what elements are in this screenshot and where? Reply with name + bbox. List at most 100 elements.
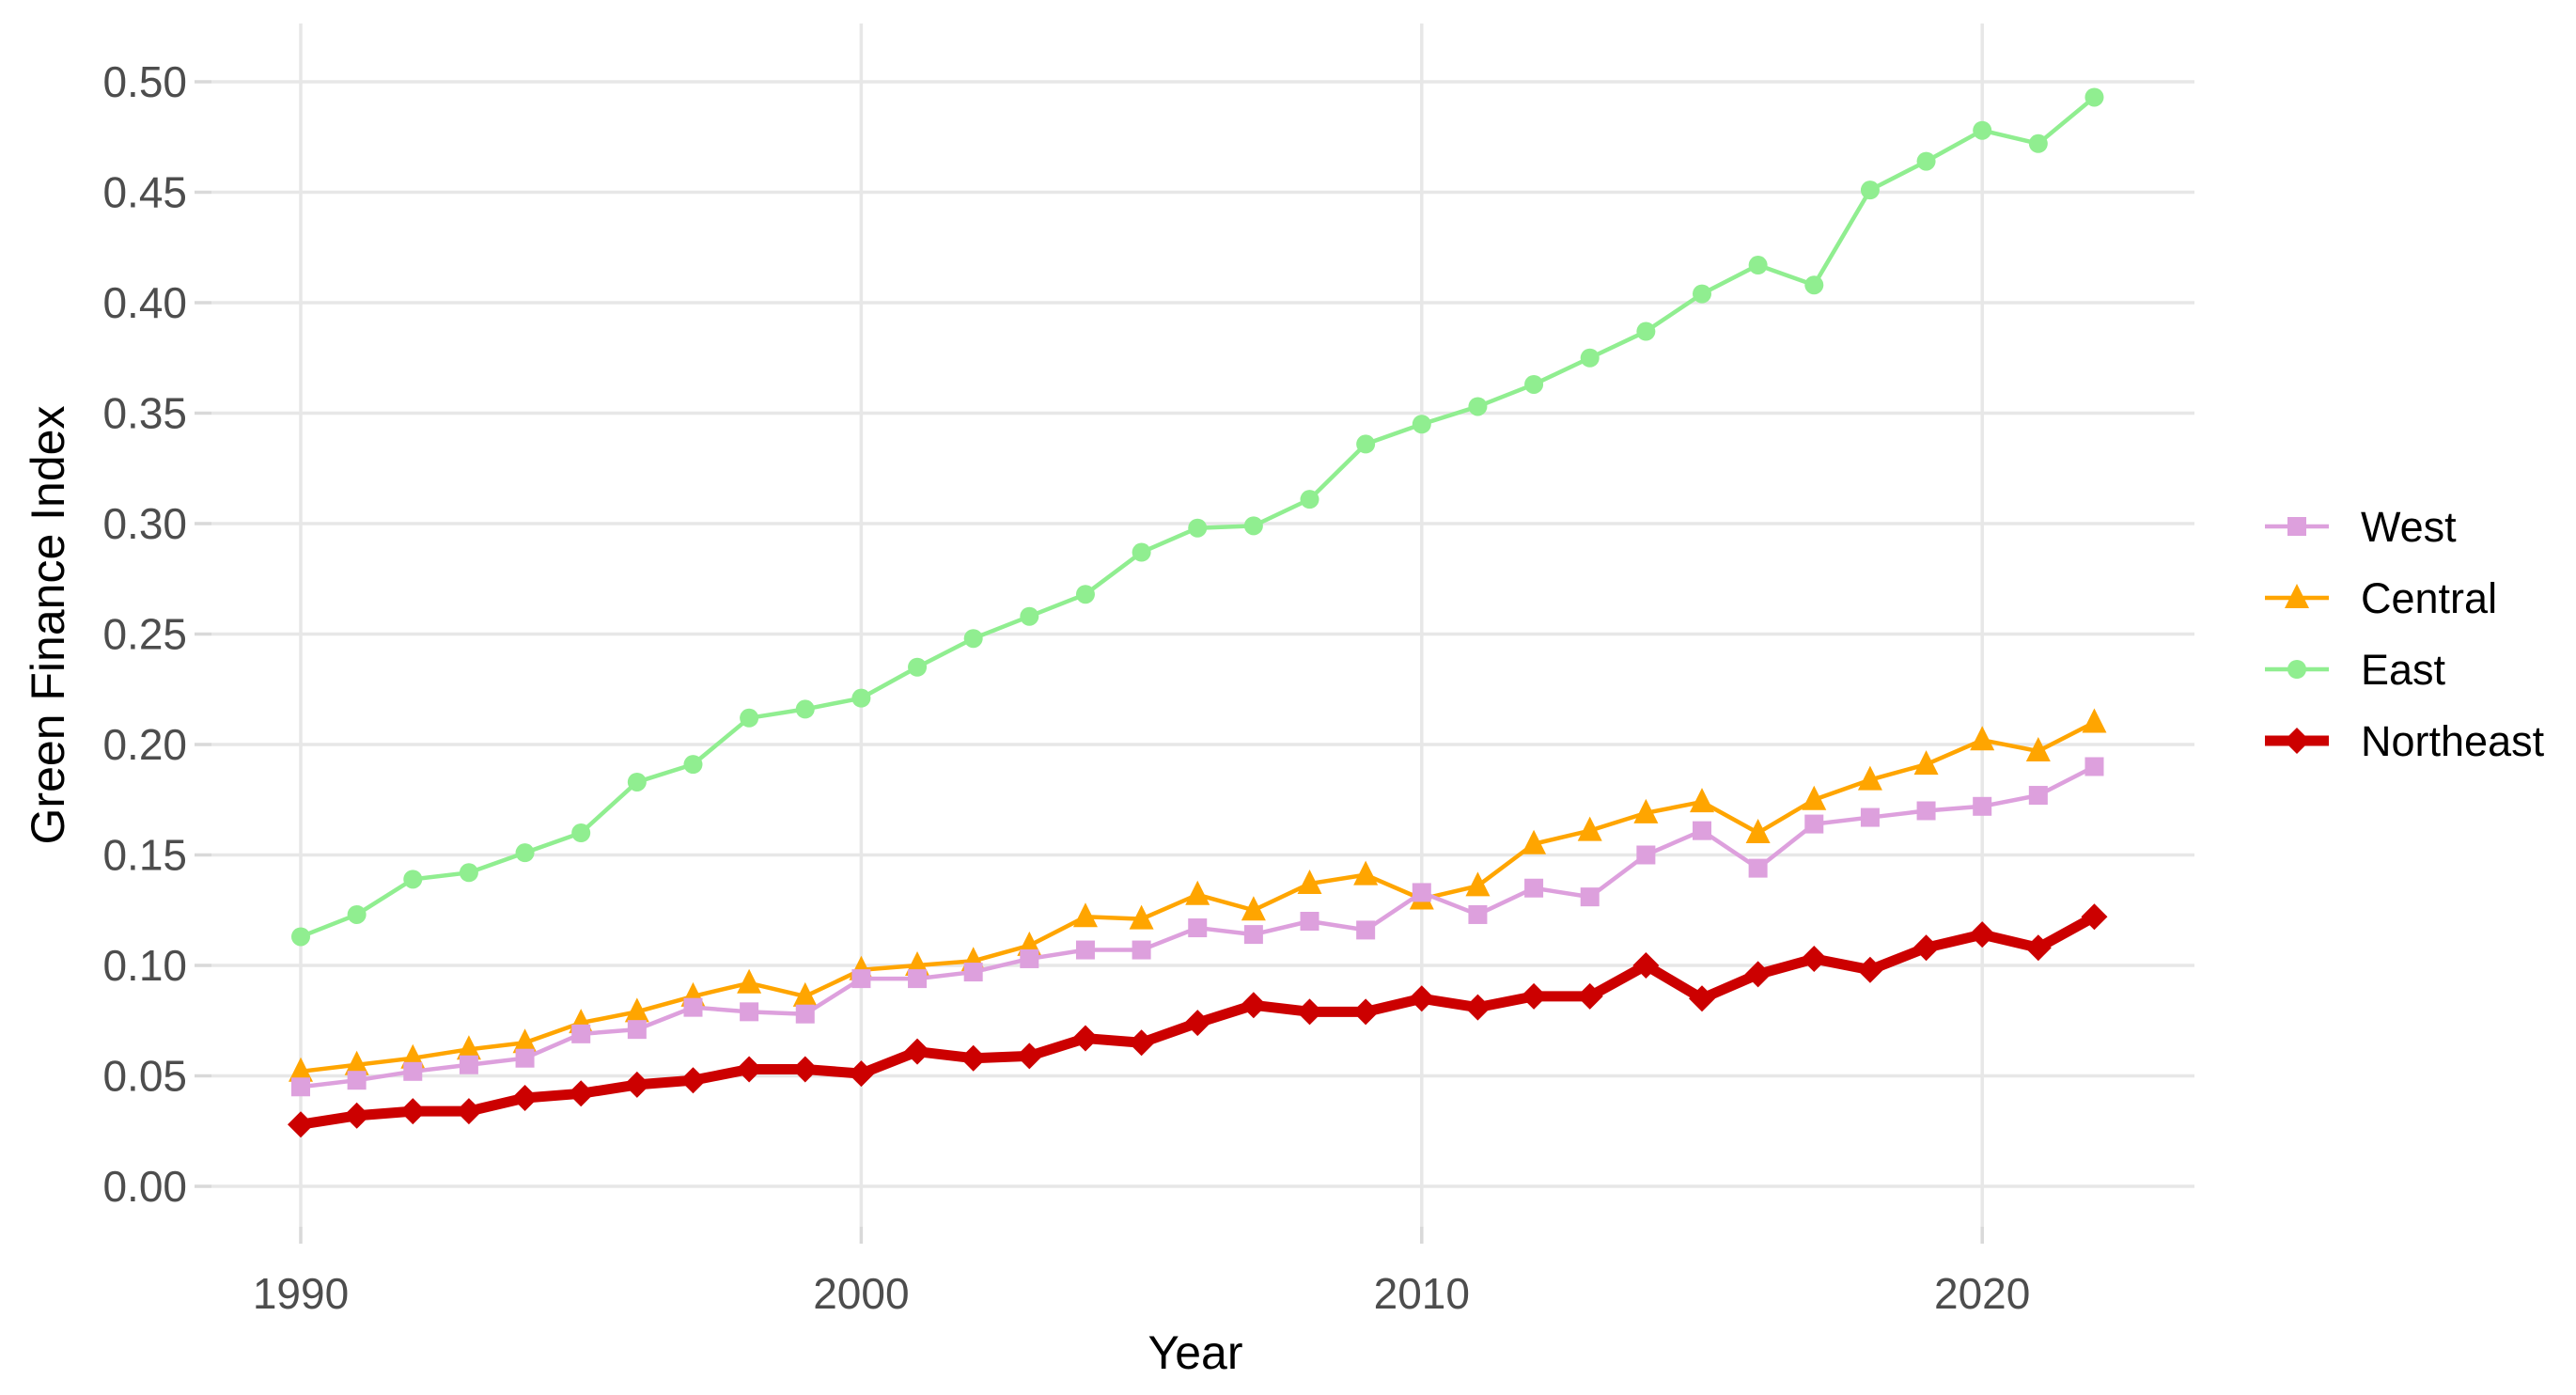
northeast-marker bbox=[1016, 1042, 1043, 1070]
west-legend-marker-icon bbox=[2287, 517, 2306, 536]
west-marker bbox=[1973, 796, 1992, 816]
northeast-marker bbox=[343, 1102, 370, 1129]
legend-item-east: East bbox=[2265, 646, 2446, 694]
central-marker bbox=[624, 997, 649, 1023]
east-marker bbox=[1804, 275, 1824, 295]
west-marker bbox=[1020, 948, 1039, 968]
northeast-marker bbox=[679, 1067, 707, 1094]
central-marker bbox=[2025, 737, 2051, 762]
y-tick-label: 0.40 bbox=[102, 278, 187, 327]
northeast-marker bbox=[960, 1044, 987, 1072]
x-tick-label: 1990 bbox=[253, 1269, 349, 1318]
y-tick-label: 0.50 bbox=[102, 57, 187, 106]
y-tick-label: 0.10 bbox=[102, 941, 187, 990]
east-marker bbox=[963, 629, 983, 649]
central-marker bbox=[1241, 896, 1266, 921]
east-marker bbox=[1580, 348, 1600, 368]
east-marker bbox=[2028, 133, 2048, 153]
central-marker bbox=[1072, 902, 1098, 928]
northeast-marker bbox=[568, 1080, 595, 1107]
east-marker bbox=[347, 904, 367, 924]
east-marker bbox=[1412, 415, 1431, 434]
y-tick-label: 0.05 bbox=[102, 1052, 187, 1101]
west-marker bbox=[963, 963, 983, 982]
northeast-legend-marker-icon bbox=[2284, 728, 2310, 754]
east-marker bbox=[571, 823, 591, 842]
east-marker bbox=[1973, 120, 1992, 140]
west-marker bbox=[1300, 912, 1319, 931]
west-marker bbox=[851, 969, 871, 989]
central-marker bbox=[456, 1035, 481, 1060]
east-marker bbox=[1075, 585, 1095, 604]
west-marker bbox=[459, 1055, 478, 1074]
legend: West Central East Northeast bbox=[2265, 503, 2545, 765]
northeast-marker bbox=[904, 1038, 931, 1065]
northeast-marker bbox=[1912, 934, 1940, 962]
x-tick-label: 2020 bbox=[1934, 1269, 2030, 1318]
west-marker bbox=[515, 1048, 535, 1068]
legend-label: West bbox=[2361, 503, 2457, 551]
x-tick-label: 2000 bbox=[813, 1269, 909, 1318]
west-marker bbox=[571, 1024, 591, 1043]
east-marker bbox=[1916, 151, 1936, 171]
northeast-marker bbox=[455, 1098, 482, 1125]
east-marker bbox=[1636, 321, 1656, 341]
west-marker bbox=[1468, 904, 1488, 924]
east-marker bbox=[683, 755, 703, 775]
northeast-marker bbox=[848, 1060, 875, 1088]
east-legend-marker-icon bbox=[2287, 660, 2306, 679]
northeast-marker bbox=[1128, 1029, 1155, 1057]
northeast-marker bbox=[2081, 903, 2108, 931]
x-axis-title: Year bbox=[1147, 1326, 1242, 1379]
west-marker bbox=[1860, 807, 1880, 827]
central-marker bbox=[1577, 816, 1602, 841]
legend-label: Central bbox=[2361, 574, 2497, 622]
central-marker bbox=[1802, 785, 1827, 810]
y-tick-label: 0.25 bbox=[102, 610, 187, 659]
northeast-marker bbox=[791, 1056, 819, 1083]
west-marker bbox=[347, 1071, 367, 1090]
east-marker bbox=[1860, 180, 1880, 200]
northeast-marker bbox=[2024, 934, 2052, 962]
west-marker bbox=[908, 969, 928, 989]
y-tick-label: 0.45 bbox=[102, 168, 187, 217]
west-marker bbox=[1188, 918, 1208, 938]
central-legend-marker-icon bbox=[2285, 584, 2309, 608]
central-marker bbox=[289, 1057, 313, 1082]
east-marker bbox=[2084, 87, 2104, 107]
northeast-marker bbox=[288, 1111, 314, 1138]
northeast-marker bbox=[1464, 994, 1491, 1021]
east-marker bbox=[851, 688, 871, 708]
east-marker bbox=[1524, 374, 1544, 394]
central-marker bbox=[737, 968, 762, 994]
west-marker bbox=[1412, 883, 1431, 902]
east-marker bbox=[1356, 434, 1376, 454]
northeast-marker bbox=[1856, 956, 1883, 983]
x-tick-label: 2010 bbox=[1374, 1269, 1470, 1318]
series-layer bbox=[288, 87, 2108, 1138]
east-marker bbox=[795, 699, 815, 719]
east-marker bbox=[291, 927, 310, 947]
y-tick-label: 0.20 bbox=[102, 720, 187, 769]
east-marker bbox=[740, 708, 759, 728]
west-marker bbox=[1693, 821, 1711, 840]
east-marker bbox=[1300, 490, 1319, 509]
y-axis-title: Green Finance Index bbox=[22, 406, 74, 845]
west-marker bbox=[627, 1020, 647, 1040]
northeast-marker bbox=[511, 1085, 539, 1111]
y-tick-label: 0.30 bbox=[102, 499, 187, 548]
central-marker bbox=[1857, 765, 1882, 791]
east-marker bbox=[515, 843, 535, 863]
northeast-marker bbox=[1801, 945, 1828, 972]
east-line bbox=[300, 95, 2096, 939]
central-marker bbox=[1690, 788, 1714, 813]
central-marker bbox=[1129, 904, 1154, 930]
west-marker bbox=[2028, 786, 2048, 806]
west-marker bbox=[1132, 940, 1151, 960]
west-marker bbox=[1804, 814, 1824, 834]
northeast-marker bbox=[1408, 985, 1435, 1012]
east-marker bbox=[1188, 518, 1208, 538]
central-marker bbox=[1633, 798, 1659, 823]
east-marker bbox=[627, 772, 647, 792]
east-marker bbox=[1693, 284, 1711, 304]
